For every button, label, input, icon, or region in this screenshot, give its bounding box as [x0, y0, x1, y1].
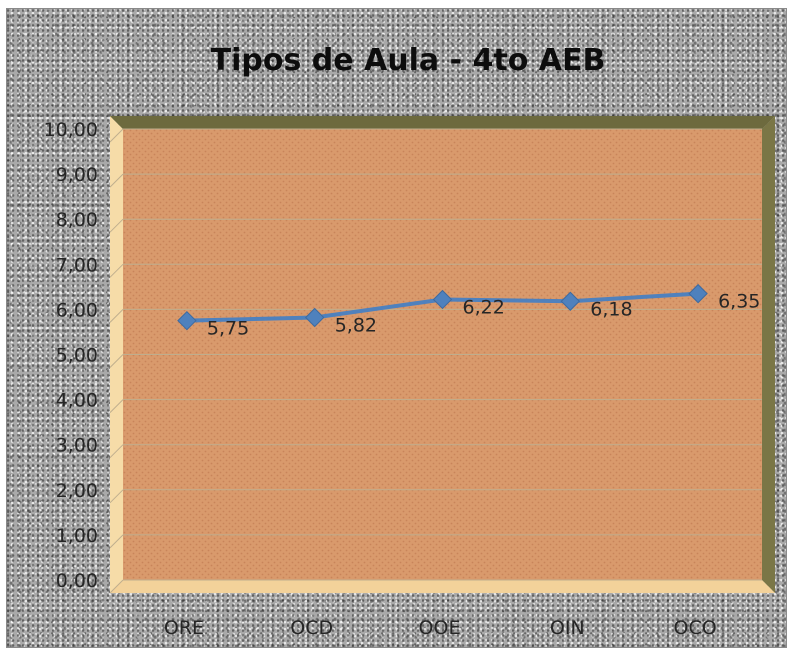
data-label: 6,22: [463, 296, 505, 318]
y-tick-label: 7,00: [56, 254, 98, 276]
data-label: 5,75: [207, 318, 249, 340]
gridlines: [109, 128, 762, 594]
plot-left-wall: [110, 116, 123, 593]
x-tick-label: ORE: [164, 617, 204, 639]
series-line: [177, 283, 708, 331]
gridline-depth: [109, 218, 124, 233]
gridline-depth: [109, 399, 124, 413]
plot-right-wall: [762, 116, 775, 593]
y-tick-label: 10,00: [44, 119, 98, 141]
data-label: 6,18: [590, 298, 632, 320]
x-tick-label: OIN: [550, 617, 585, 639]
y-axis-ticks: 0,00 1,00 2,00 3,00 4,00 5,00 6,00 7,00 8,00 9,00…: [44, 119, 98, 592]
y-tick-label: 2,00: [56, 480, 98, 502]
plot-floor: [110, 580, 775, 593]
gridline-depth: [109, 354, 124, 368]
gridline-depth: [109, 534, 124, 549]
y-tick-label: 8,00: [56, 209, 98, 231]
x-tick-label: OCD: [290, 617, 333, 639]
x-tick-label: OOE: [419, 617, 461, 639]
gridline-depth: [109, 444, 124, 459]
y-tick-label: 9,00: [56, 164, 98, 186]
data-point-marker: [560, 291, 581, 311]
gridline-depth: [109, 263, 124, 278]
y-tick-label: 6,00: [56, 299, 98, 321]
data-point-marker: [688, 283, 708, 304]
y-tick-label: 0,00: [56, 570, 98, 592]
y-tick-label: 5,00: [56, 345, 98, 367]
gridline-depth: [109, 309, 124, 323]
data-point-marker: [432, 289, 453, 310]
plot-top-wall: [110, 116, 775, 129]
gridline-depth: [109, 579, 124, 594]
x-axis-ticks: ORE OCD OOE OIN OCO: [164, 617, 717, 639]
data-point-marker: [304, 307, 325, 328]
data-labels: 5,75 5,82 6,22 6,18 6,35: [207, 291, 761, 340]
y-tick-label: 3,00: [56, 435, 98, 457]
data-point-marker: [177, 310, 197, 331]
gridline-depth: [109, 128, 124, 143]
gridline-depth: [109, 173, 124, 188]
gridline-depth: [109, 489, 124, 504]
data-label: 5,82: [335, 315, 377, 337]
y-tick-label: 4,00: [56, 390, 98, 412]
x-tick-label: OCO: [674, 617, 717, 639]
chart-title: Tipos de Aula - 4to AEB: [211, 43, 606, 78]
y-tick-label: 1,00: [56, 525, 98, 547]
data-label: 6,35: [718, 291, 760, 313]
